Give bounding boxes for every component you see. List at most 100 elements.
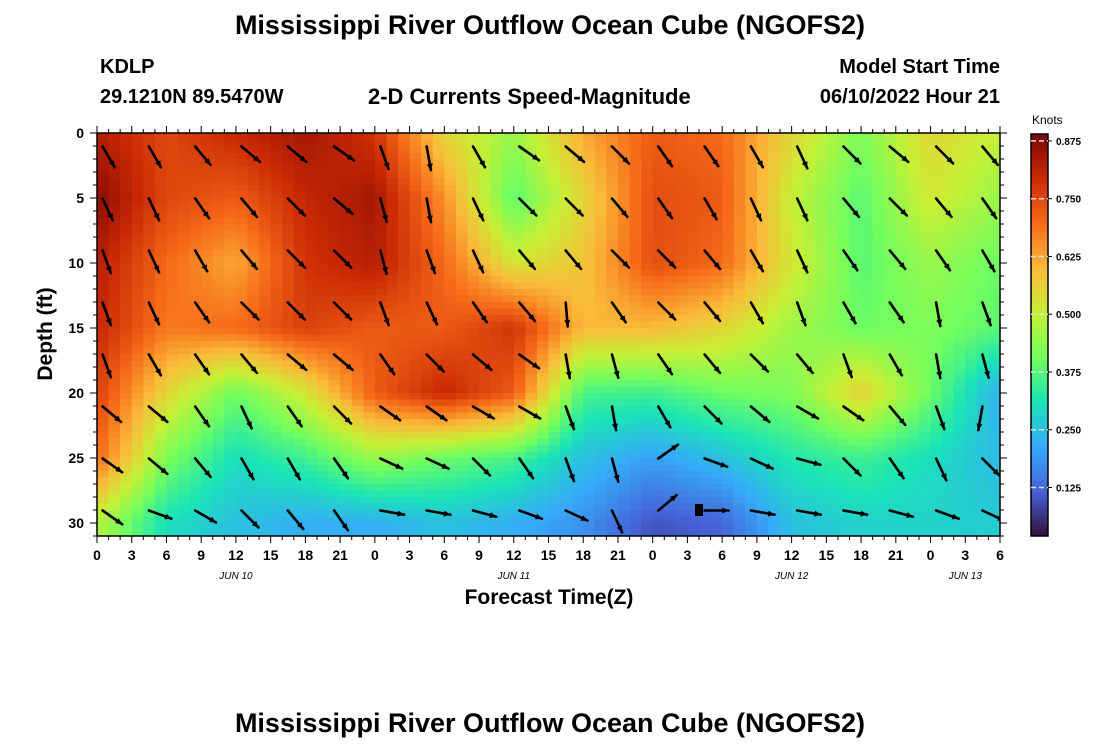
heatmap-cell xyxy=(861,347,874,355)
heatmap-cell xyxy=(154,308,168,316)
heatmap-cell xyxy=(606,243,619,251)
heatmap-cell xyxy=(641,477,654,485)
heatmap-cell xyxy=(224,380,237,388)
heatmap-cell xyxy=(826,451,839,459)
heatmap-cell xyxy=(178,373,191,381)
heatmap-cell xyxy=(305,490,318,498)
heatmap-cell xyxy=(629,341,642,349)
heatmap-cell xyxy=(617,334,631,342)
heatmap-cell xyxy=(270,152,283,160)
heatmap-cell xyxy=(409,289,422,297)
heatmap-cell xyxy=(247,406,260,414)
heatmap-cell xyxy=(733,341,746,349)
heatmap-cell xyxy=(780,354,793,362)
heatmap-cell xyxy=(918,315,932,323)
heatmap-cell xyxy=(629,360,642,368)
heatmap-cell xyxy=(259,282,272,290)
heatmap-cell xyxy=(455,295,469,303)
heatmap-cell xyxy=(444,445,457,453)
heatmap-cell xyxy=(780,172,793,180)
heatmap-cell xyxy=(641,243,654,251)
heatmap-cell xyxy=(513,321,526,329)
heatmap-cell xyxy=(247,165,260,173)
heatmap-cell xyxy=(328,445,341,453)
heatmap-cell xyxy=(768,230,781,238)
heatmap-cell xyxy=(895,490,908,498)
heatmap-cell xyxy=(837,341,851,349)
heatmap-cell xyxy=(502,523,515,531)
heatmap-cell xyxy=(154,185,168,193)
heatmap-cell xyxy=(780,302,793,310)
heatmap-cell xyxy=(479,224,492,232)
heatmap-cell xyxy=(664,230,677,238)
heatmap-cell xyxy=(108,321,121,329)
heatmap-cell xyxy=(745,490,758,498)
heatmap-cell xyxy=(536,406,550,414)
heatmap-cell xyxy=(687,178,700,186)
heatmap-cell xyxy=(351,503,364,511)
vector-head xyxy=(107,213,113,221)
heatmap-cell xyxy=(548,393,561,401)
heatmap-cell xyxy=(641,133,654,141)
heatmap-cell xyxy=(699,295,712,303)
heatmap-cell xyxy=(536,139,550,147)
heatmap-cell xyxy=(710,165,723,173)
heatmap-cell xyxy=(895,497,908,505)
heatmap-cell xyxy=(617,438,631,446)
heatmap-cell xyxy=(699,490,712,498)
heatmap-cell xyxy=(895,139,908,147)
heatmap-cell xyxy=(571,347,584,355)
heatmap-cell xyxy=(305,328,318,336)
heatmap-cell xyxy=(965,516,978,524)
heatmap-cell xyxy=(641,315,654,323)
heatmap-cell xyxy=(189,438,202,446)
heatmap-cell xyxy=(930,529,943,536)
heatmap-cell xyxy=(722,302,735,310)
heatmap-cell xyxy=(988,308,1000,316)
heatmap-cell xyxy=(548,432,561,440)
heatmap-cell xyxy=(479,451,492,459)
heatmap-cell xyxy=(502,451,515,459)
heatmap-cell xyxy=(814,263,827,271)
heatmap-cell xyxy=(490,282,503,290)
heatmap-cell xyxy=(826,133,839,141)
heatmap-cell xyxy=(745,191,758,199)
heatmap-cell xyxy=(629,159,642,167)
heatmap-cell xyxy=(803,276,816,284)
heatmap-cell xyxy=(895,451,908,459)
heatmap-cell xyxy=(374,445,388,453)
heatmap-cell xyxy=(270,458,283,466)
heatmap-cell xyxy=(780,406,793,414)
heatmap-cell xyxy=(918,471,932,479)
heatmap-cell xyxy=(154,529,168,536)
heatmap-cell xyxy=(907,191,920,199)
heatmap-cell xyxy=(884,185,897,193)
heatmap-cell xyxy=(178,256,191,264)
heatmap-cell xyxy=(154,354,168,362)
heatmap-cell xyxy=(629,445,642,453)
heatmap-cell xyxy=(374,529,388,536)
heatmap-cell xyxy=(675,373,689,381)
heatmap-cell xyxy=(560,295,573,303)
heatmap-cell xyxy=(490,529,503,536)
heatmap-cell xyxy=(976,432,990,440)
heatmap-cell xyxy=(722,529,735,536)
heatmap-cell xyxy=(629,510,642,518)
heatmap-cell xyxy=(409,308,422,316)
heatmap-cell xyxy=(131,133,144,141)
heatmap-cell xyxy=(363,497,376,505)
heatmap-cell xyxy=(710,425,723,433)
heatmap-cell xyxy=(629,464,642,472)
heatmap-cell xyxy=(316,224,330,232)
heatmap-cell xyxy=(316,445,330,453)
heatmap-cell xyxy=(814,308,827,316)
heatmap-cell xyxy=(305,451,318,459)
heatmap-cell xyxy=(594,198,607,206)
heatmap-cell xyxy=(189,458,202,466)
heatmap-cell xyxy=(189,139,202,147)
heatmap-cell xyxy=(942,386,955,394)
heatmap-cell xyxy=(907,295,920,303)
heatmap-cell xyxy=(143,497,156,505)
heatmap-cell xyxy=(536,354,550,362)
heatmap-cell xyxy=(907,490,920,498)
